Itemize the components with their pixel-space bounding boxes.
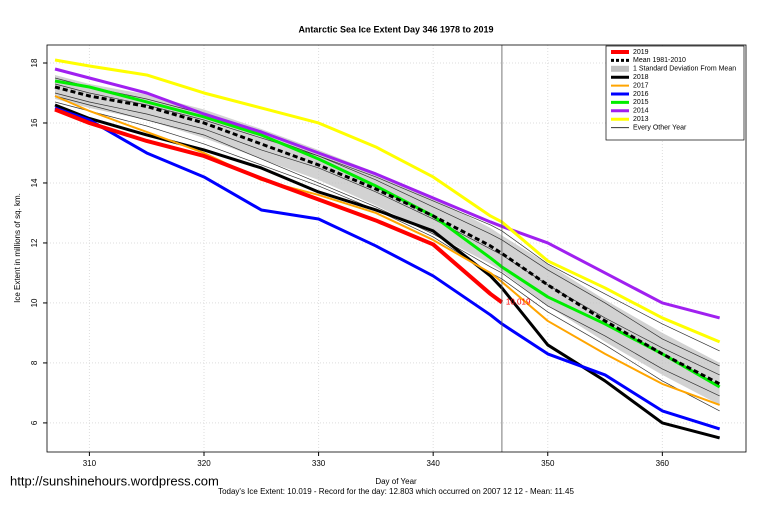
legend-label: 2014 [633,108,649,115]
x-tick-label: 350 [541,459,555,468]
series-line [54,103,721,440]
y-tick-label: 10 [30,298,39,307]
series-line [54,107,504,304]
y-tick-label: 14 [30,178,39,187]
x-tick-label: 310 [83,459,97,468]
legend-label: 2019 [633,49,649,56]
legend-label: Mean 1981-2010 [633,57,686,64]
y-tick-label: 18 [30,58,39,67]
y-tick-label: 12 [30,238,39,247]
x-tick-label: 330 [312,459,326,468]
y-tick-label: 16 [30,118,39,127]
series-line [54,83,720,352]
legend-label: Every Other Year [633,124,687,131]
x-tick-label: 360 [656,459,670,468]
legend-label: 2018 [633,74,649,81]
x-axis-label: Day of Year [375,477,417,486]
series-line [54,95,720,397]
series-line [54,85,721,386]
chart-title: Antarctic Sea Ice Extent Day 346 1978 to… [298,24,493,34]
watermark: http://sunshinehours.wordpress.com [10,473,219,488]
x-tick-label: 340 [426,459,440,468]
legend-swatch [611,65,629,72]
y-tick-label: 8 [30,360,39,365]
series-line [54,92,720,376]
legend-label: 2017 [633,82,649,89]
series-line [54,101,720,412]
series-line [54,58,721,344]
annotation: 10.019 [506,297,531,306]
series-line [54,77,720,367]
std-band [55,74,720,405]
footer: Today's Ice Extent: 10.019 - Record for … [218,487,574,496]
legend-label: 2016 [633,91,649,98]
plot-frame [46,44,747,453]
y-tick-label: 6 [30,420,39,425]
series-line [54,106,721,431]
series-line [54,95,720,406]
series-line [54,67,721,320]
legend-label: 1 Standard Deviation From Mean [633,66,736,73]
x-tick-label: 320 [197,459,211,468]
legend-label: 2015 [633,99,649,106]
y-axis-label: Ice Extent in millions of sq. km. [13,193,22,303]
legend-label: 2013 [633,116,649,123]
